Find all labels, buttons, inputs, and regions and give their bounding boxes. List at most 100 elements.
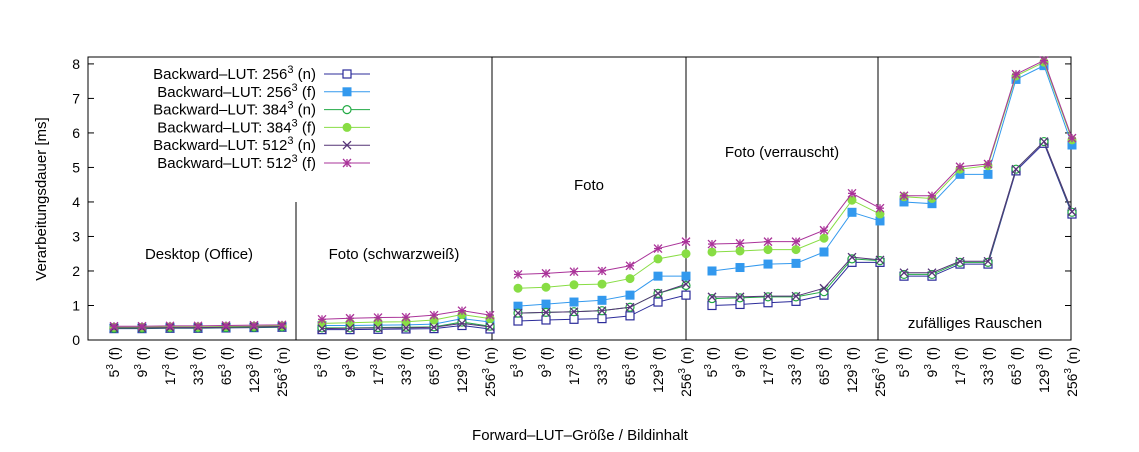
point-cross-b (625, 302, 635, 312)
data-point (109, 321, 119, 331)
legend-label-exp: 3 (292, 117, 298, 129)
x-tick-label-exp: 3 (397, 364, 408, 370)
data-point (955, 162, 965, 172)
group-label: Foto (schwarzweiß) (329, 246, 460, 263)
x-tick-label-base: 17 (162, 369, 178, 385)
x-tick-label-exp: 3 (759, 364, 770, 370)
x-tick-label-suffix: (f) (650, 347, 666, 364)
data-point (819, 233, 829, 243)
legend-label-base: Backward–LUT: 256 (157, 84, 291, 101)
x-tick-label-suffix: (f) (980, 347, 996, 364)
data-point (597, 279, 607, 289)
data-point (983, 159, 993, 169)
data-point (457, 317, 467, 327)
data-point (625, 302, 635, 312)
data-point (342, 87, 352, 97)
x-tick-label: 93 (f) (731, 347, 748, 377)
point-cross-b (569, 307, 579, 317)
x-tick-label-base: 5 (896, 369, 912, 377)
x-tick-label: 173 (f) (161, 347, 178, 385)
data-point (763, 245, 773, 255)
x-axis-label: Forward–LUT–Größe / Bildinhalt (472, 427, 689, 444)
x-tick-label-base: 65 (218, 369, 234, 385)
series-layer (109, 55, 1077, 335)
point-square (763, 259, 773, 269)
data-point (1067, 207, 1077, 217)
x-tick-label: 1293 (f) (649, 347, 666, 393)
data-point (875, 255, 885, 265)
x-tick-label: 333 (f) (787, 347, 804, 385)
point-circle (541, 282, 551, 292)
data-point (653, 254, 663, 264)
legend-label-suffix: (n) (294, 102, 317, 119)
point-square (653, 271, 663, 281)
x-tick-label: 93 (f) (341, 347, 358, 377)
y-tick-label: 5 (72, 159, 80, 175)
data-point (927, 191, 937, 201)
y-tick-label: 6 (72, 125, 80, 141)
x-tick-label-base: 65 (622, 369, 638, 385)
point-square (681, 290, 691, 300)
y-tick-label: 1 (72, 297, 80, 313)
x-tick-label-exp: 3 (133, 364, 144, 370)
x-tick-label: 2563 (n) (871, 347, 888, 397)
point-circle (791, 245, 801, 255)
x-tick-label-base: 129 (1036, 369, 1052, 393)
x-tick-label-exp: 3 (703, 364, 714, 370)
x-tick-label-base: 33 (788, 369, 804, 385)
point-cross-b (541, 307, 551, 317)
x-tick-label: 93 (f) (133, 347, 150, 377)
x-tick-label-base: 256 (1064, 373, 1080, 397)
point-cross-b (927, 268, 937, 278)
x-tick-label-exp: 3 (189, 364, 200, 370)
legend-label-suffix: (n) (294, 66, 317, 83)
x-tick-label-exp: 3 (105, 364, 116, 370)
data-point (791, 258, 801, 268)
x-tick-label-exp: 3 (677, 368, 688, 374)
data-point (457, 306, 467, 316)
x-tick-label: 53 (f) (105, 347, 122, 377)
point-square (342, 69, 352, 79)
x-tick-label-exp: 3 (593, 364, 604, 370)
y-tick-label: 2 (72, 263, 80, 279)
x-tick-label-suffix: (n) (872, 347, 888, 368)
x-tick-label-base: 9 (342, 369, 358, 377)
x-tick-label-suffix: (f) (844, 347, 860, 364)
data-point (707, 239, 717, 249)
x-tick-label-suffix: (f) (246, 347, 262, 364)
x-tick-label-suffix: (f) (1036, 347, 1052, 364)
y-axis-label: Verarbeitungsdauer [ms] (33, 117, 50, 280)
x-tick-label-exp: 3 (1035, 364, 1046, 370)
x-tick-label-exp: 3 (481, 368, 492, 374)
x-tick-label-exp: 3 (509, 364, 520, 370)
x-tick-label-suffix: (f) (788, 347, 804, 364)
data-point (819, 247, 829, 257)
data-point (681, 237, 691, 247)
legend-label: Backward–LUT: 2563 (f) (157, 82, 316, 101)
point-cross-b (317, 324, 327, 334)
x-tick-label-suffix: (f) (162, 347, 178, 364)
x-tick-label-suffix: (f) (454, 347, 470, 364)
data-point (763, 237, 773, 247)
point-square (653, 297, 663, 307)
x-tick-label-exp: 3 (731, 364, 742, 370)
x-tick-label-suffix: (f) (566, 347, 582, 364)
x-tick-label-suffix: (f) (538, 347, 554, 364)
data-point (875, 203, 885, 213)
x-tick-label-base: 5 (314, 369, 330, 377)
data-point (569, 307, 579, 317)
data-point (1039, 137, 1049, 147)
x-tick-label-base: 9 (538, 369, 554, 377)
x-tick-label-exp: 3 (815, 364, 826, 370)
data-point (735, 238, 745, 248)
data-point (317, 324, 327, 334)
x-tick-label-suffix: (f) (106, 347, 122, 364)
x-tick-label-base: 33 (190, 369, 206, 385)
x-tick-label-exp: 3 (843, 364, 854, 370)
x-tick-label-exp: 3 (245, 364, 256, 370)
x-tick-label-exp: 3 (923, 364, 934, 370)
point-cross-b (707, 292, 717, 302)
data-point (485, 322, 495, 332)
x-tick-label-exp: 3 (649, 364, 660, 370)
point-square (597, 314, 607, 324)
